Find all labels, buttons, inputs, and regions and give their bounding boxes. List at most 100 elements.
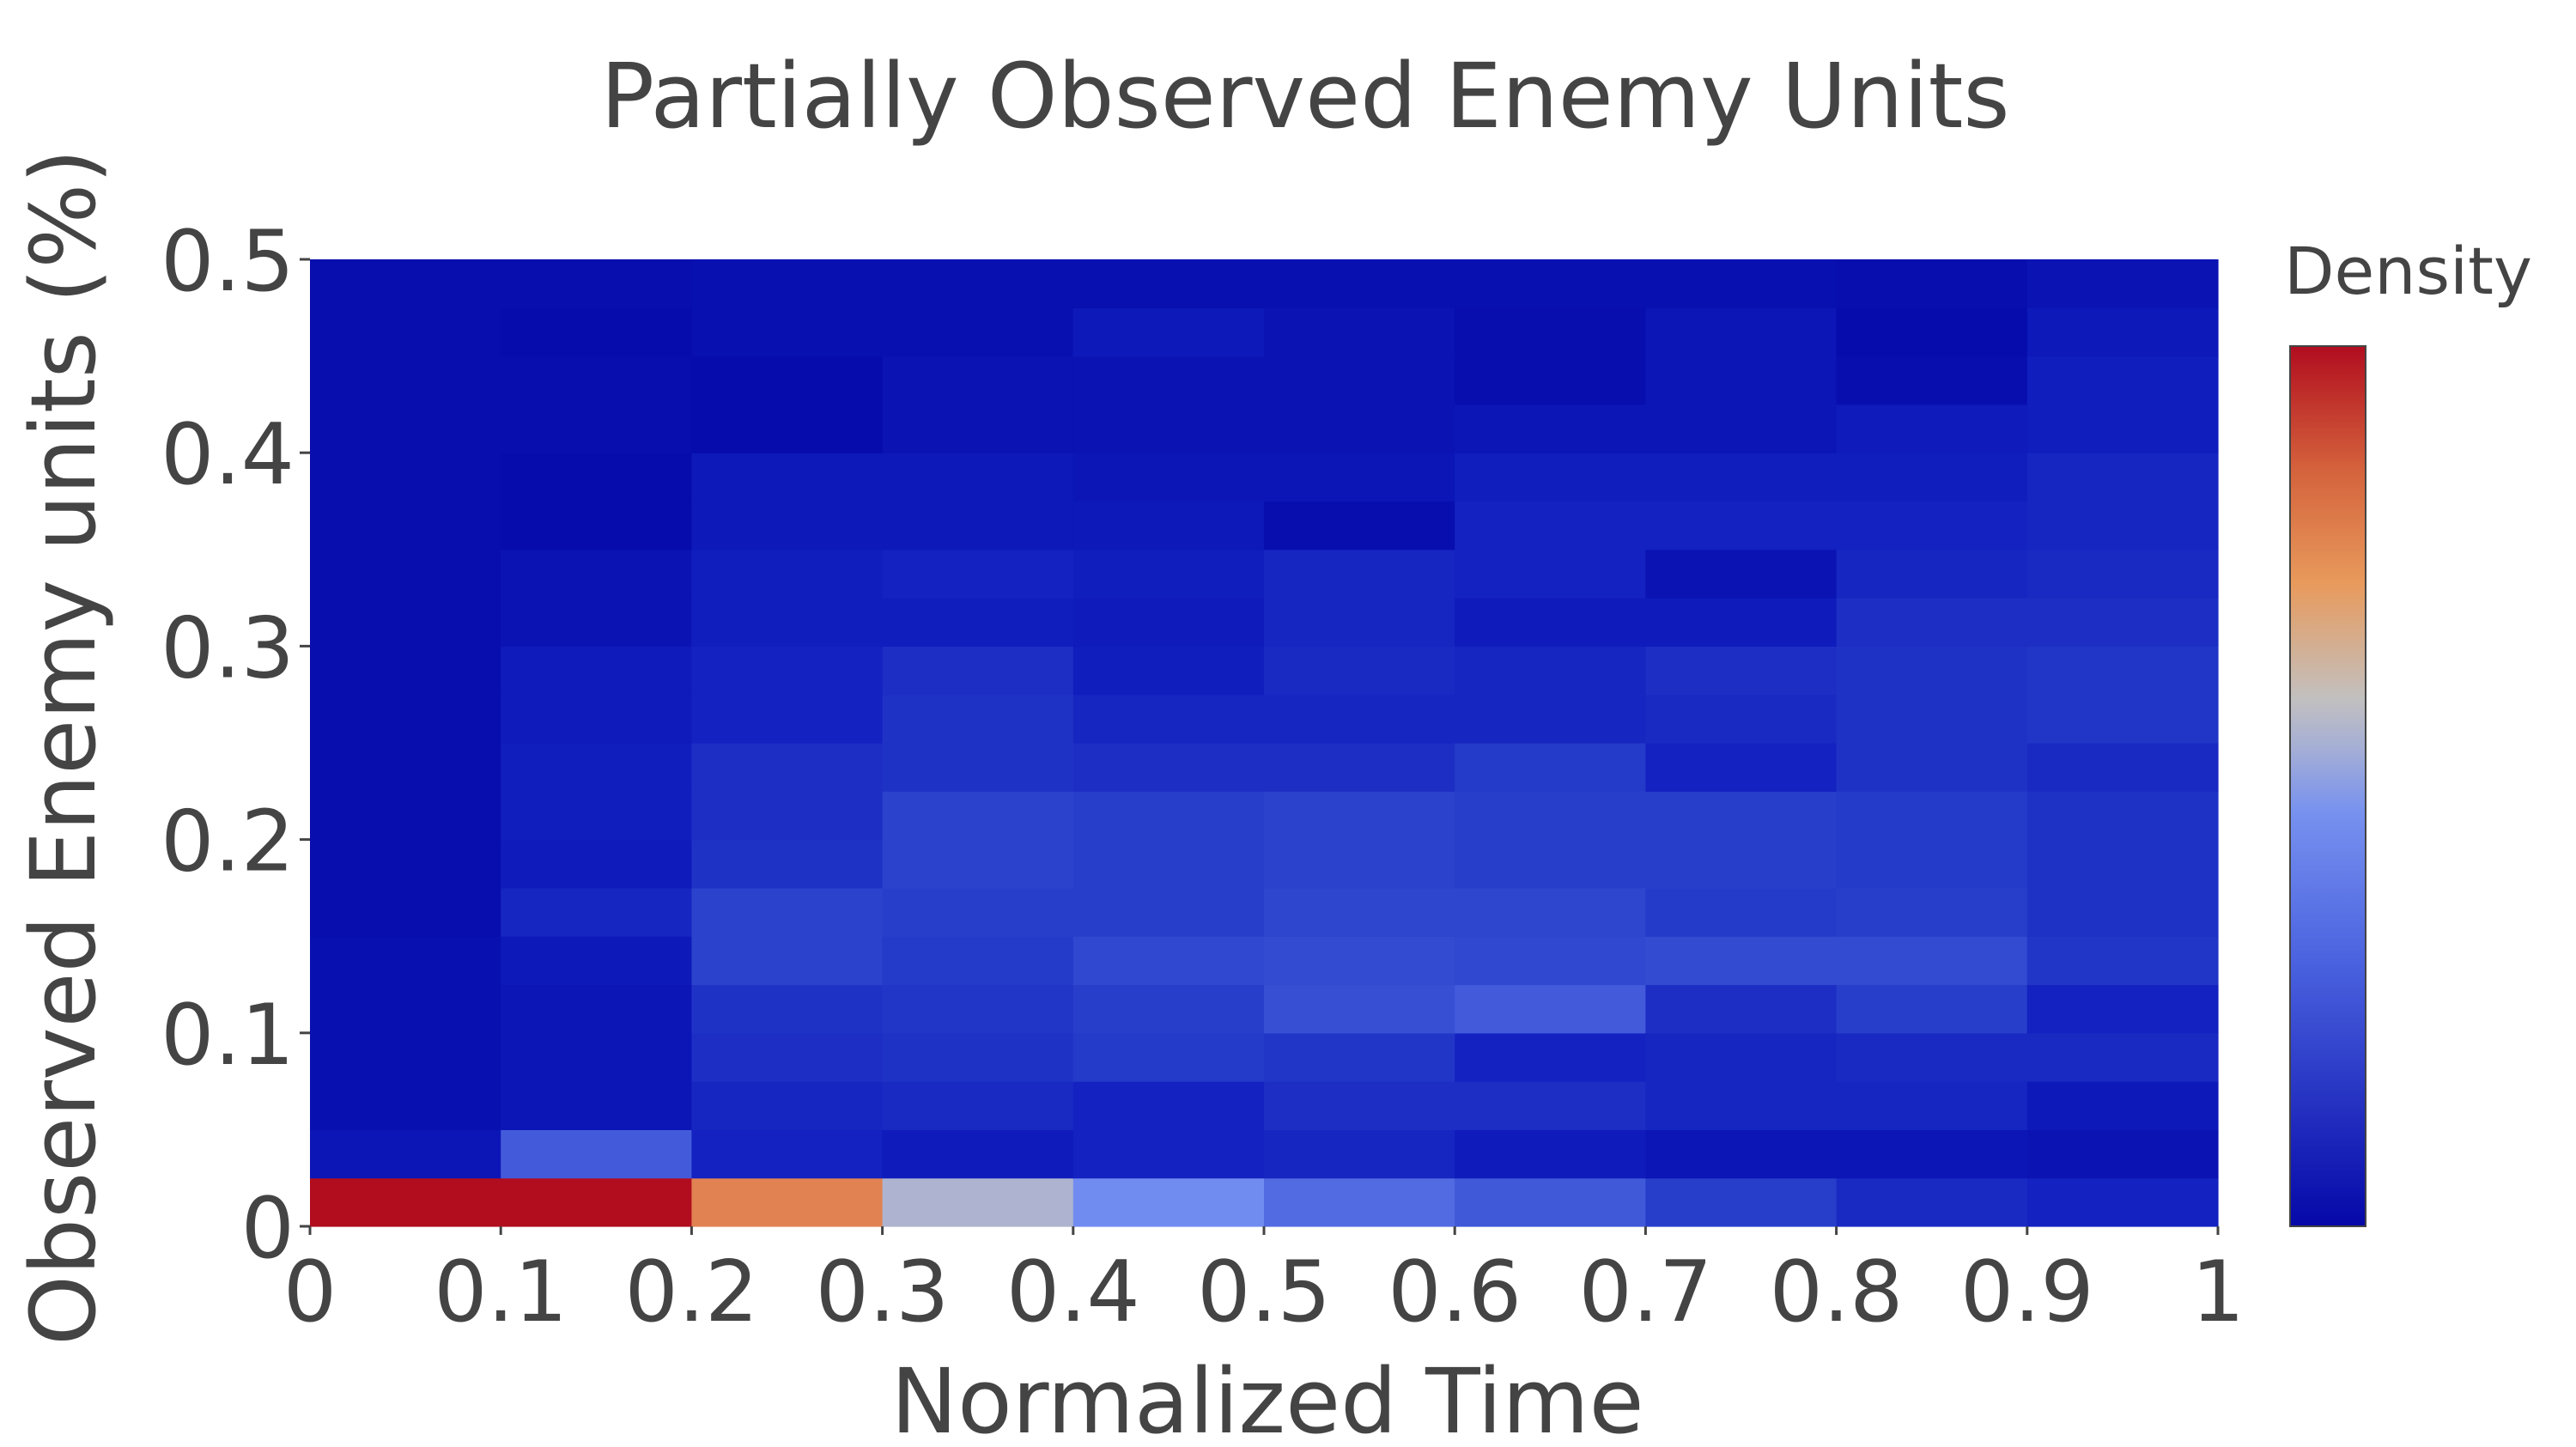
heatmap-cell bbox=[1645, 694, 1838, 744]
y-tick-label: 0.3 bbox=[161, 599, 295, 697]
heatmap-cell bbox=[501, 307, 692, 357]
heatmap-cell bbox=[501, 1081, 692, 1130]
heatmap-cell bbox=[882, 356, 1074, 405]
heatmap-cell bbox=[310, 936, 501, 986]
heatmap-cell bbox=[1072, 1081, 1265, 1130]
chart-title: Partially Observed Enemy Units bbox=[600, 44, 2009, 149]
heatmap-cell bbox=[1836, 598, 2028, 647]
heatmap-cell bbox=[2026, 356, 2219, 405]
heatmap-cell bbox=[1836, 259, 2028, 308]
heatmap-cell bbox=[2026, 307, 2219, 357]
heatmap-cell bbox=[1455, 839, 1646, 889]
heatmap-cell bbox=[1645, 984, 1838, 1034]
heatmap-cell bbox=[1836, 1032, 2028, 1082]
heatmap-cell bbox=[1455, 598, 1646, 647]
heatmap-cell bbox=[501, 598, 692, 647]
heatmap-cell bbox=[1072, 1177, 1265, 1227]
heatmap-cell bbox=[882, 936, 1074, 986]
heatmap-cell bbox=[1645, 936, 1838, 986]
heatmap-cell bbox=[310, 743, 501, 792]
heatmap-cell bbox=[1072, 549, 1265, 599]
heatmap-cell bbox=[501, 549, 692, 599]
heatmap-cell bbox=[1836, 984, 2028, 1034]
heatmap-cell bbox=[1645, 887, 1838, 937]
y-axis: 0 0.1 0.2 0.3 0.4 0.5 bbox=[161, 213, 310, 1278]
heatmap-cell bbox=[882, 1081, 1074, 1130]
heatmap-cell bbox=[882, 984, 1074, 1034]
heatmap-cell bbox=[1645, 1081, 1838, 1130]
heatmap-cell bbox=[310, 356, 501, 405]
heatmap-cell bbox=[882, 839, 1074, 889]
y-tick-label: 0.1 bbox=[161, 987, 295, 1085]
heatmap-cell bbox=[1264, 404, 1455, 453]
heatmap-cell bbox=[310, 1032, 501, 1082]
heatmap-cell bbox=[1455, 1129, 1646, 1179]
heatmap-cell bbox=[1836, 694, 2028, 744]
heatmap-cell bbox=[501, 694, 692, 744]
heatmap-cell bbox=[691, 646, 884, 696]
heatmap-cell bbox=[1455, 887, 1646, 937]
heatmap-cell bbox=[882, 453, 1074, 502]
x-tick-label: 0.9 bbox=[1960, 1243, 2094, 1341]
heatmap-cell bbox=[1645, 791, 1838, 841]
heatmap-cell bbox=[2026, 984, 2219, 1034]
heatmap-cell bbox=[691, 356, 884, 405]
heatmap-cell bbox=[501, 743, 692, 792]
colorbar bbox=[2289, 345, 2366, 1227]
heatmap-cell bbox=[691, 1081, 884, 1130]
x-tick-label: 0.3 bbox=[816, 1243, 950, 1341]
heatmap-cell bbox=[1836, 356, 2028, 405]
heatmap-cell bbox=[1645, 453, 1838, 502]
heatmap-cell bbox=[882, 549, 1074, 599]
heatmap-cell bbox=[1072, 646, 1265, 696]
heatmap-cell bbox=[501, 259, 692, 308]
heatmap-cell bbox=[1072, 984, 1265, 1034]
heatmap-cell bbox=[1836, 936, 2028, 986]
heatmap-cell bbox=[1645, 501, 1838, 550]
heatmap-cell bbox=[310, 1129, 501, 1179]
heatmap-cell bbox=[691, 694, 884, 744]
heatmap-cell bbox=[1264, 356, 1455, 405]
heatmap-cell bbox=[310, 259, 501, 308]
heatmap-cell bbox=[2026, 646, 2219, 696]
heatmap-cell bbox=[1836, 453, 2028, 502]
heatmap-cell bbox=[1455, 1081, 1646, 1130]
heatmap-cell bbox=[1836, 839, 2028, 889]
heatmap-cell bbox=[1455, 646, 1646, 696]
heatmap-cell bbox=[691, 936, 884, 986]
heatmap-cell bbox=[310, 694, 501, 744]
x-tick-label: 0 bbox=[283, 1243, 337, 1341]
heatmap-cell bbox=[882, 1032, 1074, 1082]
x-tick-label: 0.1 bbox=[434, 1243, 568, 1341]
heatmap-cell bbox=[1645, 1129, 1838, 1179]
heatmap-cell bbox=[2026, 1081, 2219, 1130]
heatmap-cell bbox=[1072, 887, 1265, 937]
heatmap-cell bbox=[1836, 791, 2028, 841]
heatmap-cell bbox=[691, 1032, 884, 1082]
heatmap-cell bbox=[691, 549, 884, 599]
heatmap-cell bbox=[2026, 1177, 2219, 1227]
heatmap-cell bbox=[882, 646, 1074, 696]
heatmap-cell bbox=[882, 791, 1074, 841]
heatmap-cell bbox=[2026, 259, 2219, 308]
heatmap-cell bbox=[1264, 887, 1455, 937]
heatmap-cell bbox=[1264, 598, 1455, 647]
heatmap-cell bbox=[1072, 307, 1265, 357]
heatmap-cell bbox=[310, 453, 501, 502]
heatmap-cell bbox=[1455, 1177, 1646, 1227]
heatmap-cell bbox=[2026, 839, 2219, 889]
heatmap-cell bbox=[1072, 743, 1265, 792]
x-tick-label: 0.8 bbox=[1770, 1243, 1904, 1341]
heatmap-cell bbox=[2026, 694, 2219, 744]
heatmap-cell bbox=[2026, 501, 2219, 550]
heatmap-cell bbox=[1072, 501, 1265, 550]
heatmap-cell bbox=[1072, 1032, 1265, 1082]
heatmap-cell bbox=[1072, 936, 1265, 986]
x-tick-label: 0.6 bbox=[1388, 1243, 1522, 1341]
heatmap-cell bbox=[1836, 1129, 2028, 1179]
heatmap-cell bbox=[2026, 598, 2219, 647]
heatmap-cell bbox=[1455, 501, 1646, 550]
heatmap-cell bbox=[1645, 646, 1838, 696]
heatmap-cell bbox=[1836, 887, 2028, 937]
heatmap-cell bbox=[1455, 694, 1646, 744]
